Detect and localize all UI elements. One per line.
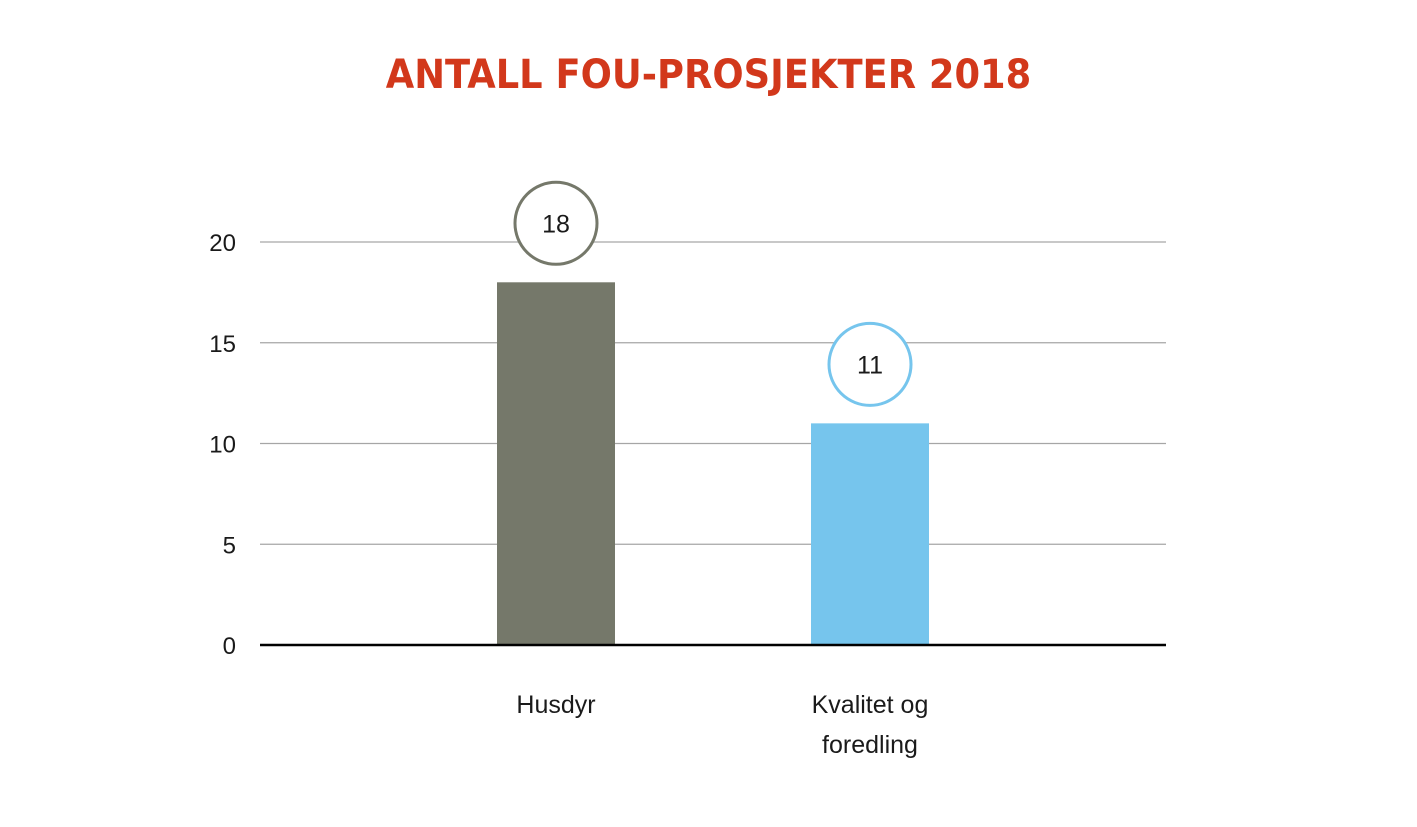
value-label: 18 bbox=[542, 210, 570, 238]
gridlines bbox=[260, 241, 1166, 545]
category-label: Kvalitet og foredling bbox=[812, 691, 929, 759]
y-tick-label: 20 bbox=[209, 230, 236, 257]
y-tick-label: 15 bbox=[209, 331, 236, 358]
bars bbox=[497, 282, 929, 645]
chart-title: ANTALL FOU-PROSJEKTER 2018 bbox=[385, 52, 1032, 98]
value-badge bbox=[513, 180, 599, 266]
bar bbox=[811, 423, 929, 645]
y-axis-ticks: 0 5 10 15 20 bbox=[209, 230, 236, 660]
y-tick-label: 5 bbox=[223, 532, 236, 559]
bar bbox=[497, 282, 615, 645]
value-badge bbox=[827, 321, 913, 407]
category-labels: Husdyr Kvalitet og foredling bbox=[516, 691, 928, 759]
y-tick-label: 10 bbox=[209, 432, 236, 459]
value-label: 11 bbox=[857, 351, 883, 379]
category-label: Husdyr bbox=[516, 691, 595, 719]
y-tick-label: 0 bbox=[223, 633, 236, 660]
